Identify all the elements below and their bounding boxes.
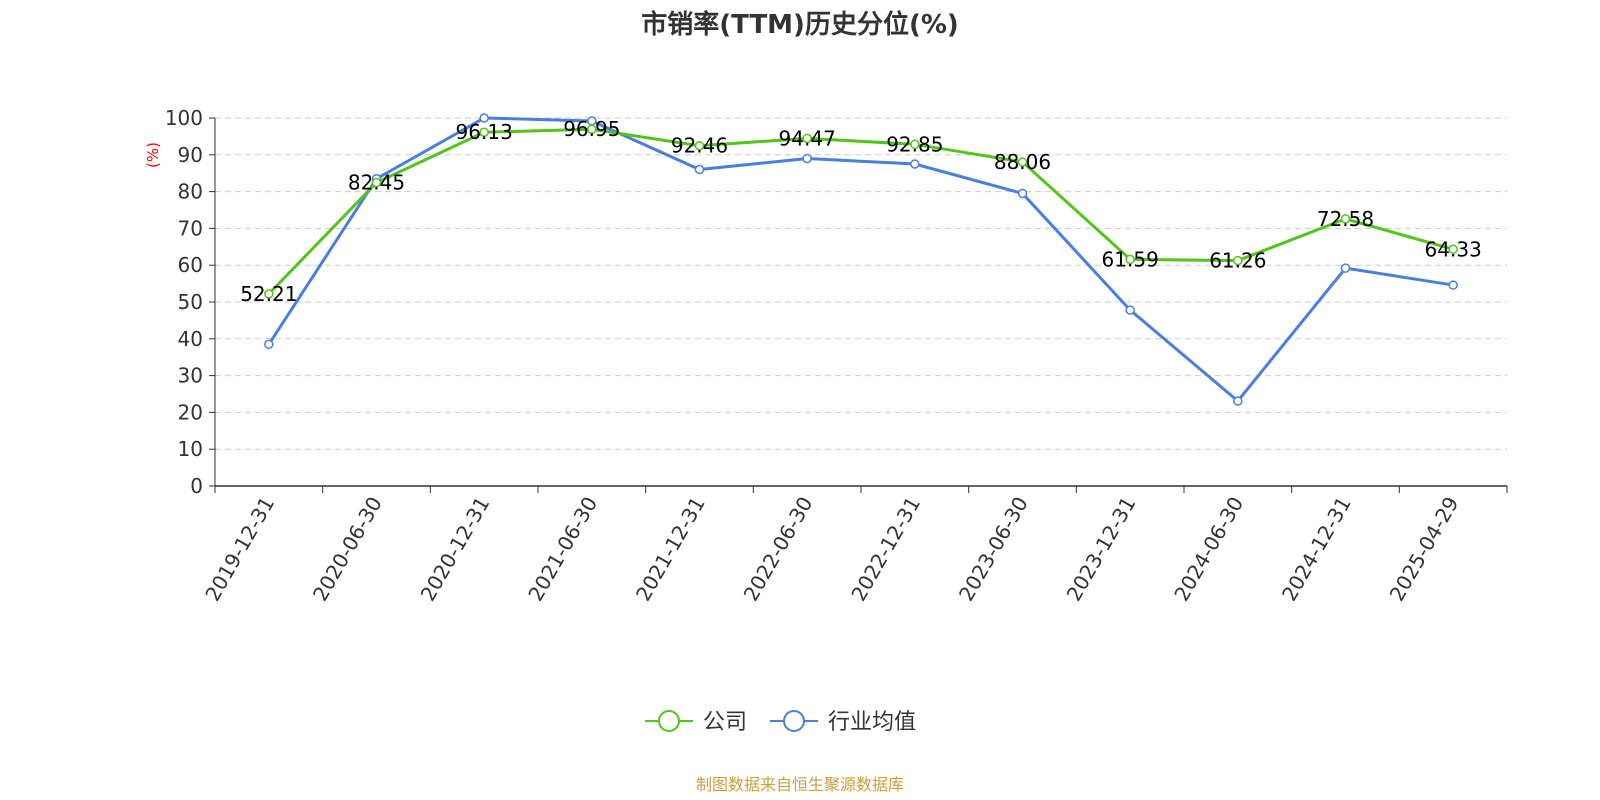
y-tick-label: 50	[178, 290, 203, 314]
legend[interactable]: 公司 行业均值	[645, 710, 916, 735]
data-point	[264, 289, 274, 299]
data-point	[1233, 396, 1243, 406]
x-tick-label: 2025-04-29	[1385, 493, 1464, 606]
x-tick-label: 2020-12-31	[416, 493, 495, 606]
x-tick-label: 2022-12-31	[846, 493, 925, 606]
legend-item[interactable]: 公司	[645, 710, 747, 735]
data-point	[264, 339, 274, 350]
data-point	[802, 153, 812, 164]
y-tick-label: 40	[178, 327, 203, 351]
data-label: 52.21	[240, 282, 297, 306]
y-tick-label: 10	[178, 437, 203, 461]
data-label: 88.06	[994, 150, 1051, 174]
y-axis-label: (%)	[144, 142, 162, 168]
data-point	[479, 127, 489, 137]
y-tick-label: 70	[178, 216, 203, 240]
data-label: 94.47	[779, 126, 836, 150]
x-tick-label: 2023-12-31	[1062, 493, 1141, 606]
data-point	[1125, 254, 1135, 265]
legend-item[interactable]: 行业均值	[770, 710, 916, 735]
data-label: 92.46	[671, 134, 728, 158]
y-tick-label: 90	[178, 143, 203, 167]
data-point	[1125, 305, 1135, 315]
data-label: 64.33	[1425, 237, 1482, 261]
series-line	[267, 127, 1454, 295]
data-label: 96.95	[563, 117, 620, 141]
data-point	[694, 164, 705, 175]
chart-title: 市销率(TTM)历史分位(%)	[641, 9, 959, 40]
y-tick-label: 100	[165, 106, 203, 130]
source-note: 制图数据来自恒生聚源数据库	[696, 775, 904, 794]
data-point	[910, 139, 920, 150]
y-tick-label: 60	[178, 253, 203, 277]
grid	[215, 117, 1507, 450]
data-point	[1448, 280, 1458, 290]
data-label: 92.85	[886, 132, 943, 156]
legend-marker	[658, 710, 680, 732]
series-line	[267, 116, 1454, 403]
data-point	[479, 113, 489, 123]
data-point	[694, 140, 705, 151]
x-tick-label: 2021-06-30	[523, 493, 602, 606]
x-tick-label: 2020-06-30	[308, 493, 387, 606]
x-tick-label: 2022-06-30	[739, 493, 818, 606]
y-tick-label: 20	[178, 400, 203, 424]
data-point	[587, 124, 597, 134]
y-tick-label: 0	[190, 474, 203, 498]
data-point	[1017, 157, 1028, 167]
data-point	[1340, 214, 1351, 224]
y-tick-label: 30	[178, 364, 203, 388]
data-point	[1017, 188, 1028, 199]
x-tick-label: 2019-12-31	[200, 493, 279, 606]
data-point	[910, 159, 920, 169]
data-label: 96.13	[456, 120, 513, 144]
x-tick-label: 2024-06-30	[1169, 493, 1248, 606]
data-point	[1340, 263, 1351, 273]
data-label: 72.58	[1317, 207, 1374, 231]
data-point	[802, 133, 812, 144]
x-tick-label: 2023-06-30	[954, 493, 1033, 606]
data-label: 61.59	[1102, 247, 1159, 271]
data-point	[1448, 244, 1458, 255]
legend-marker	[783, 710, 805, 732]
data-point	[1233, 255, 1243, 266]
data-label: 82.45	[348, 171, 405, 195]
y-tick-label: 80	[178, 180, 203, 204]
x-tick-label: 2021-12-31	[631, 493, 710, 606]
legend-label: 行业均值	[828, 710, 916, 735]
legend-label: 公司	[703, 710, 747, 735]
data-labels: 52.21 82.45 96.13 96.95 92.46 94.47 92.85 88.06…	[240, 117, 1482, 306]
data-point	[371, 177, 382, 188]
x-tick-label: 2024-12-31	[1277, 493, 1356, 606]
series-layer	[264, 113, 1458, 406]
data-label: 61.26	[1209, 249, 1266, 273]
